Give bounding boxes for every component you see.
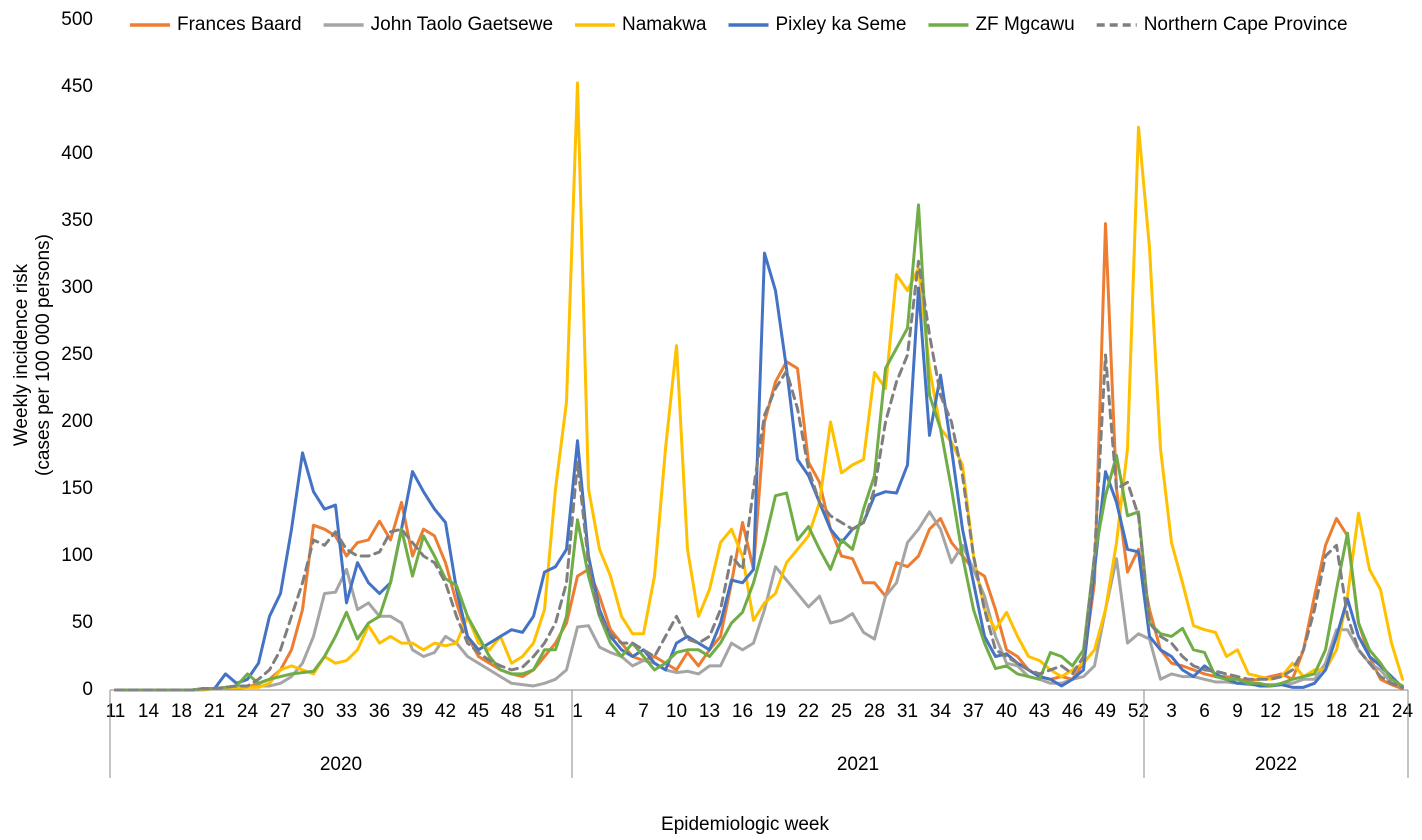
x-tick-label: 34 bbox=[930, 701, 952, 722]
y-axis-title: (cases per 100 000 persons) bbox=[33, 234, 54, 476]
y-tick-label: 350 bbox=[61, 210, 93, 231]
x-tick-label: 11 bbox=[106, 701, 126, 722]
x-tick-label: 7 bbox=[638, 701, 649, 722]
x-tick-label: 52 bbox=[1128, 701, 1149, 722]
y-axis-title: Weekly incidence risk bbox=[11, 263, 32, 446]
x-tick-label: 4 bbox=[605, 701, 616, 722]
legend-label: Frances Baard bbox=[177, 14, 302, 35]
x-tick-label: 42 bbox=[435, 701, 456, 722]
series-line bbox=[114, 81, 1404, 692]
legend-label: John Taolo Gaetsewe bbox=[371, 14, 553, 35]
x-tick-label: 14 bbox=[138, 701, 160, 722]
legend-label: Northern Cape Province bbox=[1144, 14, 1348, 35]
x-tick-label: 40 bbox=[996, 701, 1017, 722]
series-line bbox=[114, 251, 1404, 692]
x-tick-label: 45 bbox=[468, 701, 489, 722]
x-tick-label: 43 bbox=[1029, 701, 1050, 722]
legend-label: Pixley ka Seme bbox=[776, 14, 907, 35]
plot-area bbox=[114, 81, 1404, 692]
x-tick-label: 9 bbox=[1232, 701, 1243, 722]
y-tick-label: 150 bbox=[61, 478, 93, 499]
x-tick-label: 6 bbox=[1199, 701, 1210, 722]
x-tick-label: 10 bbox=[666, 701, 687, 722]
x-tick-label: 30 bbox=[303, 701, 324, 722]
x-tick-label: 18 bbox=[171, 701, 192, 722]
x-group-label: 2021 bbox=[837, 754, 879, 775]
x-tick-label: 37 bbox=[963, 701, 984, 722]
x-tick-label: 31 bbox=[897, 701, 918, 722]
x-tick-label: 39 bbox=[402, 701, 423, 722]
y-tick-label: 100 bbox=[61, 545, 93, 566]
legend-label: ZF Mgcawu bbox=[975, 14, 1074, 35]
x-tick-label: 46 bbox=[1062, 701, 1083, 722]
x-tick-label: 21 bbox=[204, 701, 225, 722]
y-tick-label: 500 bbox=[61, 9, 93, 30]
x-group-label: 2022 bbox=[1255, 754, 1297, 775]
x-tick-label: 48 bbox=[501, 701, 522, 722]
x-group-label: 2020 bbox=[320, 754, 362, 775]
x-tick-label: 36 bbox=[369, 701, 390, 722]
x-tick-label: 49 bbox=[1095, 701, 1116, 722]
x-tick-label: 25 bbox=[831, 701, 852, 722]
series-line bbox=[114, 203, 1404, 692]
y-tick-label: 200 bbox=[61, 411, 93, 432]
x-tick-label: 33 bbox=[336, 701, 357, 722]
x-tick-label: 51 bbox=[534, 701, 555, 722]
x-tick-label: 13 bbox=[699, 701, 720, 722]
y-tick-label: 50 bbox=[72, 612, 93, 633]
x-tick-label: 19 bbox=[765, 701, 786, 722]
x-tick-label: 1 bbox=[572, 701, 583, 722]
x-tick-label: 21 bbox=[1359, 701, 1380, 722]
x-tick-label: 24 bbox=[1392, 701, 1414, 722]
series-line bbox=[114, 259, 1404, 692]
x-tick-label: 24 bbox=[237, 701, 259, 722]
x-tick-label: 15 bbox=[1293, 701, 1314, 722]
x-tick-label: 16 bbox=[732, 701, 753, 722]
y-tick-label: 250 bbox=[61, 344, 93, 365]
x-tick-label: 22 bbox=[798, 701, 819, 722]
y-tick-label: 400 bbox=[61, 143, 93, 164]
legend-label: Namakwa bbox=[622, 14, 707, 35]
x-tick-label: 27 bbox=[270, 701, 291, 722]
y-tick-label: 0 bbox=[82, 679, 93, 700]
x-tick-label: 12 bbox=[1260, 701, 1281, 722]
x-tick-label: 3 bbox=[1166, 701, 1177, 722]
y-tick-label: 300 bbox=[61, 277, 93, 298]
x-axis-title: Epidemiologic week bbox=[661, 814, 829, 835]
series-line bbox=[114, 222, 1404, 692]
x-tick-label: 18 bbox=[1326, 701, 1347, 722]
x-tick-label: 28 bbox=[864, 701, 885, 722]
y-tick-label: 450 bbox=[61, 76, 93, 97]
series-line bbox=[114, 510, 1404, 692]
